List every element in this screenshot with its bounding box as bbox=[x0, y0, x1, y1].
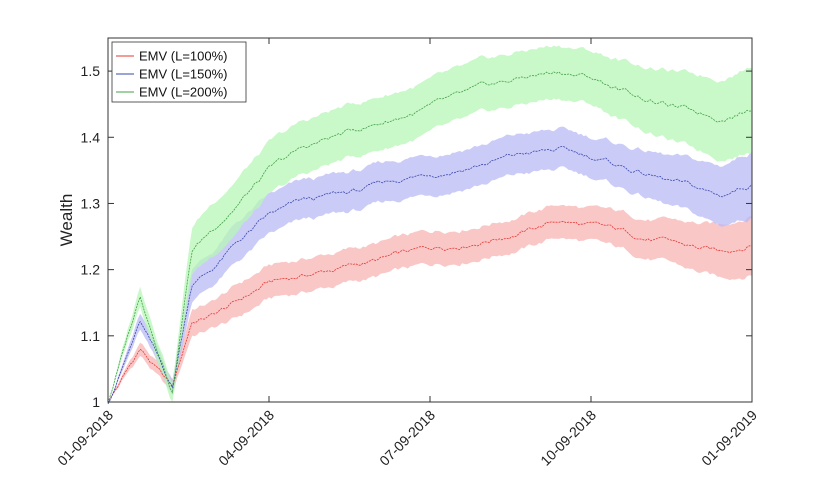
band-series-2 bbox=[108, 126, 752, 404]
legend-item-label: EMV (L=200%) bbox=[139, 85, 228, 100]
band-series-3 bbox=[108, 45, 752, 403]
confidence-bands bbox=[108, 45, 752, 404]
y-tick-label: 1.1 bbox=[81, 328, 101, 344]
legend-item-label: EMV (L=100%) bbox=[139, 49, 228, 64]
x-tick-label: 07-09-2018 bbox=[376, 407, 438, 469]
line-series-2 bbox=[107, 146, 753, 405]
legend: EMV (L=100%) EMV (L=150%) EMV (L=200%) bbox=[111, 41, 247, 103]
x-tick-label: 01-09-2018 bbox=[54, 407, 116, 469]
y-axis: 1 1.1 1.2 1.3 1.4 1.5 bbox=[81, 63, 752, 410]
x-tick-label: 04-09-2018 bbox=[215, 407, 277, 469]
y-tick-label: 1.5 bbox=[81, 63, 101, 79]
legend-box bbox=[111, 41, 247, 103]
y-tick-label: 1.3 bbox=[81, 195, 101, 211]
y-tick-label: 1.2 bbox=[81, 262, 101, 278]
y-axis-label: Wealth bbox=[57, 194, 76, 247]
x-tick-label: 01-09-2019 bbox=[698, 407, 760, 469]
mean-lines bbox=[107, 71, 753, 405]
y-tick-label: 1 bbox=[92, 394, 100, 410]
y-tick-label: 1.4 bbox=[81, 129, 101, 145]
line-series-3 bbox=[107, 71, 753, 404]
x-tick-label: 10-09-2018 bbox=[537, 407, 599, 469]
legend-item-label: EMV (L=150%) bbox=[139, 67, 228, 82]
